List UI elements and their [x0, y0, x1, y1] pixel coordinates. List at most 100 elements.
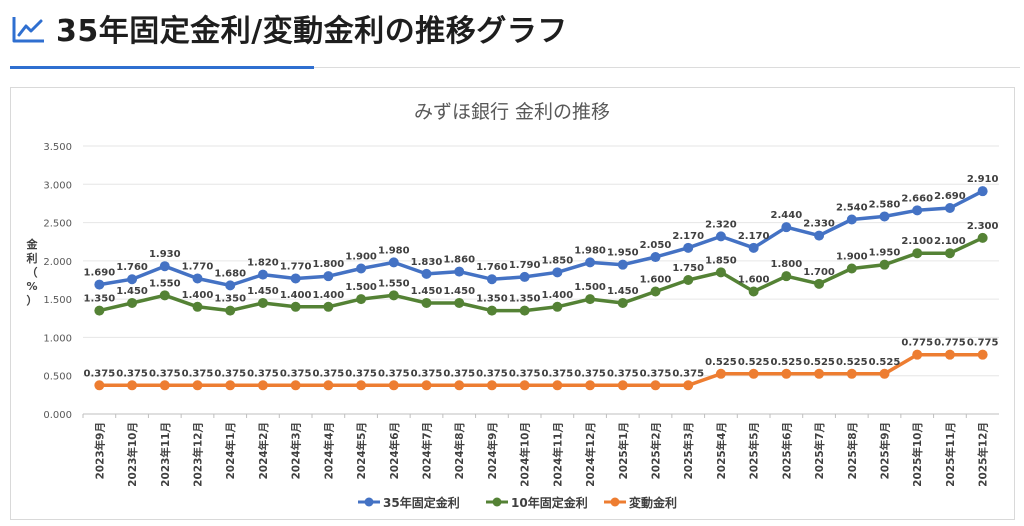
data-label: 0.375: [149, 368, 181, 379]
data-point[interactable]: [421, 297, 432, 308]
data-point[interactable]: [977, 349, 988, 360]
data-label: 2.050: [640, 240, 672, 251]
data-point[interactable]: [781, 271, 792, 282]
legend-item[interactable]: 35年固定金利: [358, 495, 460, 510]
data-point[interactable]: [748, 242, 759, 253]
data-point[interactable]: [290, 380, 301, 391]
data-point[interactable]: [290, 273, 301, 284]
data-point[interactable]: [552, 301, 563, 312]
data-point[interactable]: [421, 380, 432, 391]
data-point[interactable]: [486, 274, 497, 285]
data-point[interactable]: [323, 271, 334, 282]
data-point[interactable]: [814, 230, 825, 241]
data-point[interactable]: [486, 305, 497, 316]
data-point[interactable]: [225, 305, 236, 316]
data-point[interactable]: [192, 301, 203, 312]
data-point[interactable]: [454, 380, 465, 391]
data-point[interactable]: [617, 380, 628, 391]
data-point[interactable]: [388, 380, 399, 391]
data-point[interactable]: [650, 286, 661, 297]
data-point[interactable]: [683, 242, 694, 253]
data-label: 1.760: [116, 262, 148, 273]
data-point[interactable]: [879, 368, 890, 379]
data-label: 2.540: [836, 203, 868, 214]
data-point[interactable]: [257, 380, 268, 391]
data-point[interactable]: [127, 297, 138, 308]
data-point[interactable]: [650, 252, 661, 263]
data-label: 0.375: [378, 368, 410, 379]
legend-item[interactable]: 10年固定金利: [486, 495, 588, 510]
data-point[interactable]: [519, 271, 530, 282]
data-point[interactable]: [748, 368, 759, 379]
data-point[interactable]: [552, 267, 563, 278]
data-label: 0.375: [411, 368, 443, 379]
data-point[interactable]: [94, 380, 105, 391]
data-point[interactable]: [617, 259, 628, 270]
data-point[interactable]: [715, 267, 726, 278]
data-label: 2.320: [705, 219, 737, 230]
data-point[interactable]: [912, 205, 923, 216]
data-point[interactable]: [454, 297, 465, 308]
data-point[interactable]: [585, 380, 596, 391]
data-point[interactable]: [781, 222, 792, 233]
data-point[interactable]: [846, 368, 857, 379]
data-point[interactable]: [683, 380, 694, 391]
data-point[interactable]: [748, 286, 759, 297]
data-point[interactable]: [454, 266, 465, 277]
data-point[interactable]: [585, 257, 596, 268]
data-point[interactable]: [356, 294, 367, 305]
data-label: 1.770: [280, 261, 312, 272]
data-point[interactable]: [159, 261, 170, 272]
data-point[interactable]: [290, 301, 301, 312]
data-point[interactable]: [127, 380, 138, 391]
data-point[interactable]: [715, 368, 726, 379]
data-point[interactable]: [879, 259, 890, 270]
data-point[interactable]: [944, 349, 955, 360]
data-point[interactable]: [486, 380, 497, 391]
data-point[interactable]: [519, 305, 530, 316]
data-point[interactable]: [977, 232, 988, 243]
data-point[interactable]: [192, 380, 203, 391]
data-point[interactable]: [846, 263, 857, 274]
data-point[interactable]: [192, 273, 203, 284]
data-point[interactable]: [421, 268, 432, 279]
data-point[interactable]: [814, 278, 825, 289]
data-point[interactable]: [356, 380, 367, 391]
x-tick-label: 2024年8月: [453, 422, 466, 480]
data-point[interactable]: [781, 368, 792, 379]
data-point[interactable]: [879, 211, 890, 222]
data-point[interactable]: [912, 248, 923, 259]
data-point[interactable]: [944, 248, 955, 259]
legend-item[interactable]: 変動金利: [604, 495, 677, 510]
data-point[interactable]: [356, 263, 367, 274]
data-point[interactable]: [159, 380, 170, 391]
data-point[interactable]: [127, 274, 138, 285]
data-point[interactable]: [552, 380, 563, 391]
data-point[interactable]: [225, 280, 236, 291]
data-label: 0.375: [247, 368, 279, 379]
x-tick-label: 2024年1月: [224, 422, 237, 480]
data-point[interactable]: [846, 214, 857, 225]
data-point[interactable]: [257, 297, 268, 308]
data-point[interactable]: [715, 231, 726, 242]
data-point[interactable]: [912, 349, 923, 360]
data-point[interactable]: [94, 305, 105, 316]
data-point[interactable]: [683, 275, 694, 285]
x-tick-label: 2023年10月: [126, 422, 139, 487]
data-point[interactable]: [388, 257, 399, 268]
data-point[interactable]: [94, 279, 105, 290]
data-point[interactable]: [519, 380, 530, 391]
data-point[interactable]: [323, 301, 334, 312]
data-point[interactable]: [650, 380, 661, 391]
data-point[interactable]: [585, 294, 596, 305]
data-point[interactable]: [814, 368, 825, 379]
data-point[interactable]: [977, 186, 988, 197]
data-point[interactable]: [617, 297, 628, 308]
data-point[interactable]: [159, 290, 170, 301]
data-point[interactable]: [388, 290, 399, 301]
data-point[interactable]: [323, 380, 334, 391]
data-point[interactable]: [257, 269, 268, 280]
data-point[interactable]: [944, 203, 955, 214]
data-label: 0.375: [672, 368, 704, 379]
data-point[interactable]: [225, 380, 236, 391]
